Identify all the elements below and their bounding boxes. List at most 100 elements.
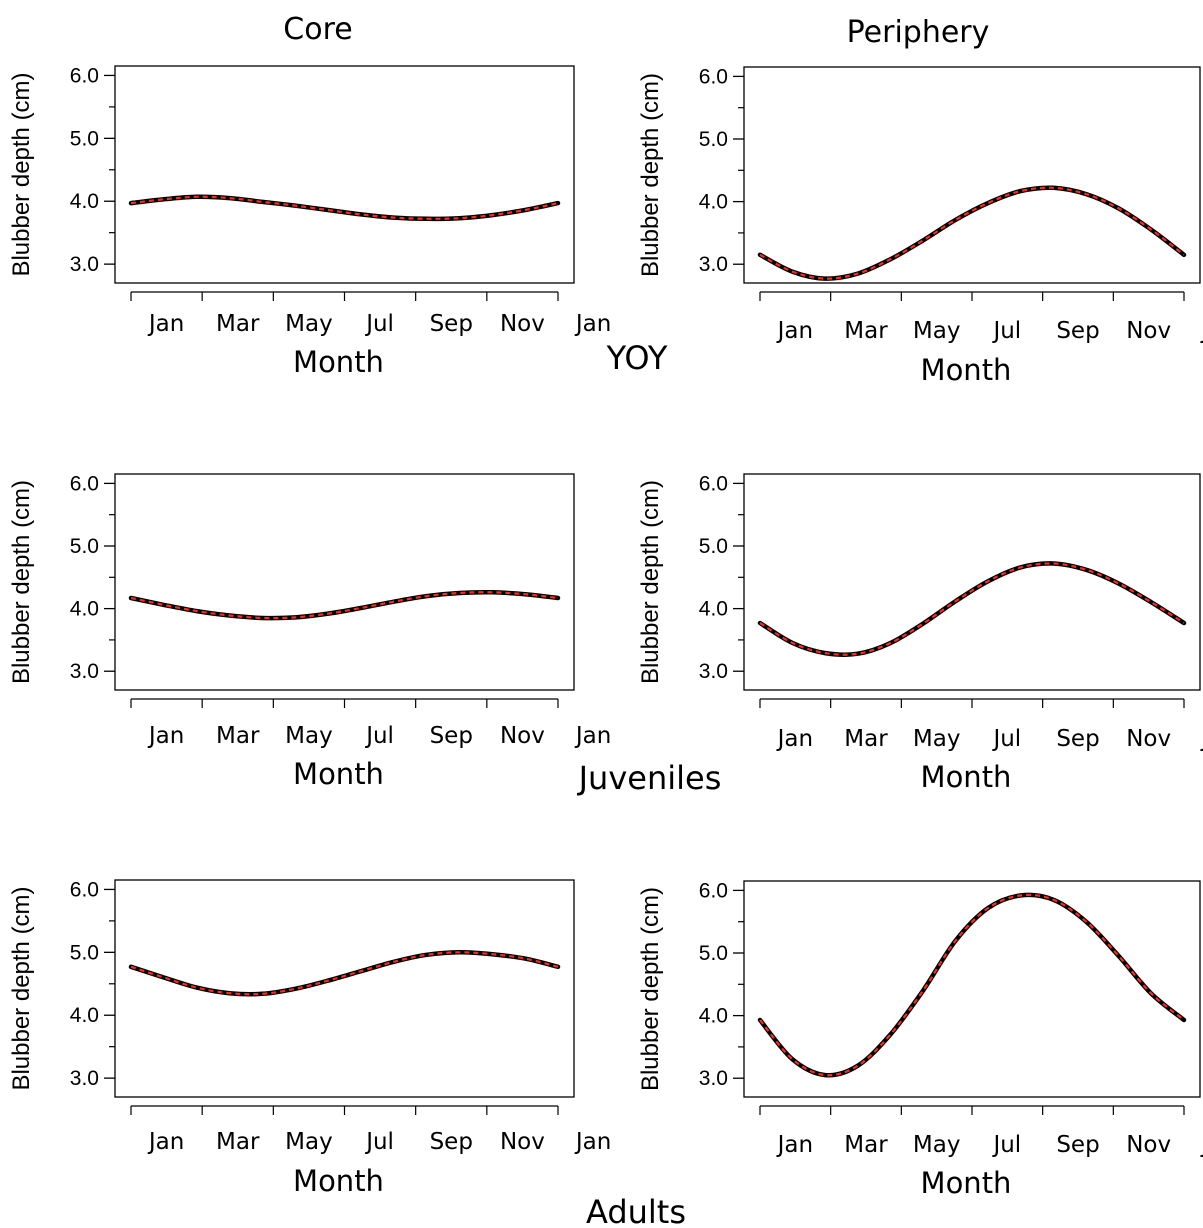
y-tick-label: 6.0 bbox=[699, 472, 728, 495]
y-tick-label: 5.0 bbox=[70, 535, 99, 558]
series-line bbox=[128, 589, 561, 621]
panel-grid: 6.0 5.0 4.0 3.0 Jan Mar May Jul Sep Nov Jan Month Bl… bbox=[8, 64, 1203, 1200]
x-tick-label: Mar bbox=[844, 726, 888, 752]
panel-adults-core: 6.0 5.0 4.0 3.0 Jan Mar May Jul Sep Nov Jan Month Bl… bbox=[8, 878, 611, 1198]
x-tick-label: Jan bbox=[147, 311, 184, 337]
x-tick-label: Sep bbox=[430, 723, 473, 749]
x-tick-label: Jan bbox=[147, 1129, 184, 1155]
x-tick-label: Jan bbox=[776, 1132, 813, 1158]
series-line bbox=[757, 185, 1187, 281]
panel-juveniles-periphery: 6.0 5.0 4.0 3.0 Jan Mar May Jul Sep Nov Jan Month Bl… bbox=[637, 472, 1203, 794]
x-tick-label: Jul bbox=[991, 726, 1021, 752]
x-tick-label: Jul bbox=[991, 318, 1021, 344]
x-tick-label: Jan bbox=[776, 318, 813, 344]
y-tick-label: 6.0 bbox=[70, 878, 99, 901]
y-tick-label: 6.0 bbox=[699, 879, 728, 902]
plot-frame bbox=[114, 879, 575, 1098]
y-tick-label: 6.0 bbox=[699, 65, 728, 88]
plot-frame bbox=[743, 880, 1201, 1098]
x-axis-title: Month bbox=[921, 760, 1012, 794]
y-tick-label: 3.0 bbox=[699, 1067, 728, 1090]
y-axis-title: Blubber depth (cm) bbox=[637, 480, 664, 684]
x-tick-label: Jul bbox=[364, 1129, 394, 1155]
series-line-dashed bbox=[130, 195, 559, 220]
y-tick-label: 4.0 bbox=[70, 190, 99, 213]
x-tick-label: Sep bbox=[1056, 1132, 1099, 1158]
panel-yoy-periphery: 6.0 5.0 4.0 3.0 Jan Mar May Jul Sep Nov Jan Month Bl… bbox=[637, 65, 1203, 387]
panel-yoy-core: 6.0 5.0 4.0 3.0 Jan Mar May Jul Sep Nov Jan Month Bl… bbox=[8, 64, 611, 379]
x-tick-label: Mar bbox=[844, 318, 888, 344]
y-tick-label: 3.0 bbox=[70, 253, 99, 276]
y-tick-label: 3.0 bbox=[699, 253, 728, 276]
series-line-dashed bbox=[130, 951, 559, 996]
y-tick-label: 5.0 bbox=[70, 127, 99, 150]
x-tick-label: May bbox=[913, 726, 961, 752]
y-axis-title: Blubber depth (cm) bbox=[637, 887, 664, 1091]
x-tick-label: May bbox=[913, 318, 961, 344]
panel-adults-periphery: 6.0 5.0 4.0 3.0 Jan Mar May Jul Sep Nov Jan Month Bl… bbox=[637, 879, 1203, 1200]
y-axis-title: Blubber depth (cm) bbox=[637, 73, 664, 277]
x-tick-label: Jan bbox=[1200, 318, 1203, 344]
x-axis-title: Month bbox=[293, 757, 384, 791]
x-tick-label: Jul bbox=[991, 1132, 1021, 1158]
y-tick-label: 5.0 bbox=[70, 941, 99, 964]
x-tick-label: Mar bbox=[216, 723, 260, 749]
y-tick-label: 4.0 bbox=[699, 1005, 728, 1028]
x-tick-label: Nov bbox=[500, 311, 545, 337]
x-axis-title: Month bbox=[921, 1166, 1012, 1200]
y-tick-label: 4.0 bbox=[699, 598, 728, 621]
y-tick-label: 4.0 bbox=[70, 1004, 99, 1027]
series-line bbox=[757, 561, 1187, 657]
x-axis-title: Month bbox=[921, 353, 1012, 387]
x-tick-label: Jan bbox=[574, 311, 611, 337]
series-line-dashed bbox=[759, 893, 1185, 1077]
plot-frame bbox=[114, 473, 575, 691]
x-tick-label: Jul bbox=[364, 723, 394, 749]
x-tick-label: Jan bbox=[1200, 726, 1203, 752]
x-tick-label: Nov bbox=[500, 723, 545, 749]
x-tick-label: May bbox=[285, 311, 333, 337]
x-tick-label: Jan bbox=[574, 723, 611, 749]
x-tick-label: May bbox=[285, 1129, 333, 1155]
plot-frame bbox=[743, 66, 1201, 284]
x-tick-label: Sep bbox=[430, 1129, 473, 1155]
y-tick-label: 6.0 bbox=[70, 472, 99, 495]
x-tick-label: May bbox=[285, 723, 333, 749]
series-line-dashed bbox=[759, 562, 1185, 656]
x-tick-label: Mar bbox=[216, 1129, 260, 1155]
y-tick-label: 4.0 bbox=[70, 598, 99, 621]
x-tick-label: Sep bbox=[430, 311, 473, 337]
series-line-dashed bbox=[130, 591, 559, 620]
y-axis-title: Blubber depth (cm) bbox=[8, 72, 35, 276]
x-axis-title: Month bbox=[293, 345, 384, 379]
y-tick-label: 3.0 bbox=[699, 660, 728, 683]
y-tick-label: 5.0 bbox=[699, 128, 728, 151]
x-tick-label: Jan bbox=[776, 726, 813, 752]
x-tick-label: Jan bbox=[574, 1129, 611, 1155]
x-tick-label: Nov bbox=[1126, 726, 1171, 752]
plot-frame bbox=[114, 65, 575, 284]
y-tick-label: 6.0 bbox=[70, 64, 99, 87]
x-axis-title: Month bbox=[293, 1164, 384, 1198]
x-tick-label: Mar bbox=[216, 311, 260, 337]
series-line-dashed bbox=[759, 186, 1185, 280]
plot-frame bbox=[743, 473, 1201, 691]
x-tick-label: Nov bbox=[1126, 318, 1171, 344]
y-tick-label: 4.0 bbox=[699, 191, 728, 214]
x-tick-label: May bbox=[913, 1132, 961, 1158]
x-tick-label: Mar bbox=[844, 1132, 888, 1158]
y-tick-label: 3.0 bbox=[70, 1067, 99, 1090]
y-axis-title: Blubber depth (cm) bbox=[8, 480, 35, 684]
x-tick-label: Jan bbox=[1200, 1132, 1203, 1158]
group-title-yoy: YOY bbox=[606, 339, 668, 377]
x-tick-label: Jan bbox=[147, 723, 184, 749]
x-tick-label: Sep bbox=[1056, 726, 1099, 752]
y-tick-label: 5.0 bbox=[699, 942, 728, 965]
y-tick-label: 5.0 bbox=[699, 535, 728, 558]
x-tick-label: Nov bbox=[500, 1129, 545, 1155]
x-tick-label: Jul bbox=[364, 311, 394, 337]
column-title-core: Core bbox=[283, 12, 352, 47]
group-title-juveniles: Juveniles bbox=[577, 759, 722, 797]
column-title-periphery: Periphery bbox=[847, 15, 990, 50]
